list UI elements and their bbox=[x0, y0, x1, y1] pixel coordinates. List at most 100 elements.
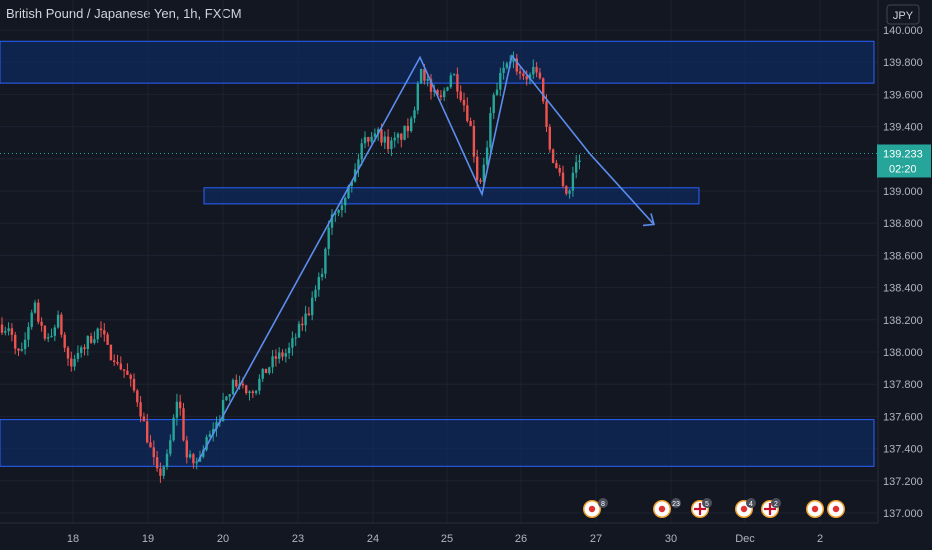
candle-body bbox=[344, 198, 347, 206]
candle-body bbox=[499, 72, 502, 90]
candle-body bbox=[155, 457, 159, 469]
event-count-dot bbox=[771, 498, 781, 508]
candle-body bbox=[443, 90, 446, 98]
candle-body bbox=[83, 347, 86, 349]
candle-body bbox=[426, 79, 429, 81]
candle-body bbox=[347, 186, 350, 199]
x-tick-label: 2 bbox=[817, 533, 823, 545]
y-tick-label: 138.000 bbox=[883, 347, 923, 359]
y-tick-label: 137.000 bbox=[883, 508, 923, 520]
candle-body bbox=[400, 133, 403, 140]
candle-body bbox=[281, 352, 284, 357]
current-price-badge bbox=[877, 144, 931, 178]
jp-flag-dot bbox=[832, 505, 840, 513]
candle-body bbox=[188, 454, 192, 458]
candle-body bbox=[522, 73, 525, 77]
candle-body bbox=[542, 78, 545, 102]
candle-body bbox=[575, 162, 578, 173]
candle-body bbox=[60, 314, 63, 335]
candle-body bbox=[413, 110, 416, 119]
time-axis[interactable] bbox=[0, 523, 932, 550]
candle-body bbox=[182, 408, 185, 441]
candle-body bbox=[159, 468, 162, 476]
x-tick-label: 27 bbox=[590, 533, 602, 545]
zone-support[interactable] bbox=[0, 419, 875, 467]
x-tick-label: 25 bbox=[441, 533, 453, 545]
candle-body bbox=[476, 156, 479, 181]
candle-body bbox=[578, 160, 581, 163]
candle-body bbox=[165, 453, 169, 467]
candle-body bbox=[357, 159, 360, 170]
candle-body bbox=[248, 391, 251, 394]
candle-body bbox=[50, 335, 53, 338]
price-axis[interactable] bbox=[878, 0, 932, 550]
candle-body bbox=[76, 352, 80, 359]
candle-body bbox=[301, 323, 304, 326]
candle-body bbox=[30, 312, 33, 328]
candle-body bbox=[367, 137, 370, 142]
candle-body bbox=[307, 313, 311, 316]
projection-arrow-line[interactable] bbox=[589, 153, 655, 225]
candle-body bbox=[14, 334, 17, 349]
zone-resistance[interactable] bbox=[0, 40, 875, 84]
candle-body bbox=[129, 374, 132, 379]
candle-body bbox=[545, 101, 548, 127]
candle-body bbox=[320, 273, 324, 278]
candle-body bbox=[363, 137, 367, 144]
countdown-label: 02:20 bbox=[889, 163, 917, 175]
candle-body bbox=[410, 118, 413, 132]
candle-body bbox=[17, 348, 20, 351]
candle-body bbox=[317, 277, 320, 290]
y-tick-label: 139.600 bbox=[883, 89, 923, 101]
candle-body bbox=[205, 437, 208, 450]
candle-body bbox=[33, 302, 37, 313]
candle-body bbox=[63, 334, 66, 348]
candle-body bbox=[4, 331, 7, 333]
double-top-pattern-line[interactable] bbox=[197, 53, 591, 462]
candle-body bbox=[40, 321, 43, 326]
candle-body bbox=[469, 120, 472, 127]
y-tick-label: 138.400 bbox=[883, 283, 923, 295]
candle-body bbox=[561, 172, 565, 187]
y-tick-label: 137.800 bbox=[883, 379, 923, 391]
event-count: 2 bbox=[774, 501, 778, 508]
candle-body bbox=[146, 421, 149, 443]
candle-body bbox=[47, 337, 50, 339]
candle-body bbox=[439, 95, 443, 98]
candle-body bbox=[512, 58, 515, 62]
candle-body bbox=[350, 181, 353, 187]
event-count: 8 bbox=[601, 501, 605, 508]
candle-body bbox=[122, 369, 126, 371]
candle-body bbox=[334, 212, 337, 215]
candle-body bbox=[393, 137, 396, 141]
jp-flag-dot bbox=[740, 505, 748, 513]
candle-body bbox=[119, 363, 122, 370]
currency-button[interactable] bbox=[886, 4, 920, 25]
candle-body bbox=[294, 337, 297, 339]
candle-body bbox=[192, 454, 195, 464]
candle-body bbox=[314, 289, 317, 298]
candle-body bbox=[152, 447, 155, 458]
x-tick-label: 30 bbox=[665, 533, 677, 545]
y-tick-label: 138.800 bbox=[883, 218, 923, 230]
candle-body bbox=[274, 356, 278, 359]
candle-body bbox=[103, 330, 106, 335]
candle-body bbox=[172, 417, 175, 441]
candle-body bbox=[492, 94, 495, 114]
candle-body bbox=[43, 325, 47, 339]
candle-body bbox=[416, 83, 419, 111]
candle-body bbox=[297, 323, 301, 338]
candle-body bbox=[568, 190, 571, 194]
y-tick-label: 137.200 bbox=[883, 476, 923, 488]
candle-body bbox=[360, 143, 363, 160]
candle-body bbox=[324, 248, 327, 274]
y-tick-label: 140.000 bbox=[883, 25, 923, 37]
candle-body bbox=[311, 297, 314, 316]
jp-flag-dot bbox=[658, 505, 666, 513]
jp-flag-dot bbox=[811, 505, 819, 513]
candle-body bbox=[73, 358, 76, 367]
candle-body bbox=[565, 186, 568, 194]
zone-neckline[interactable] bbox=[203, 187, 700, 205]
candle-body bbox=[179, 401, 182, 409]
